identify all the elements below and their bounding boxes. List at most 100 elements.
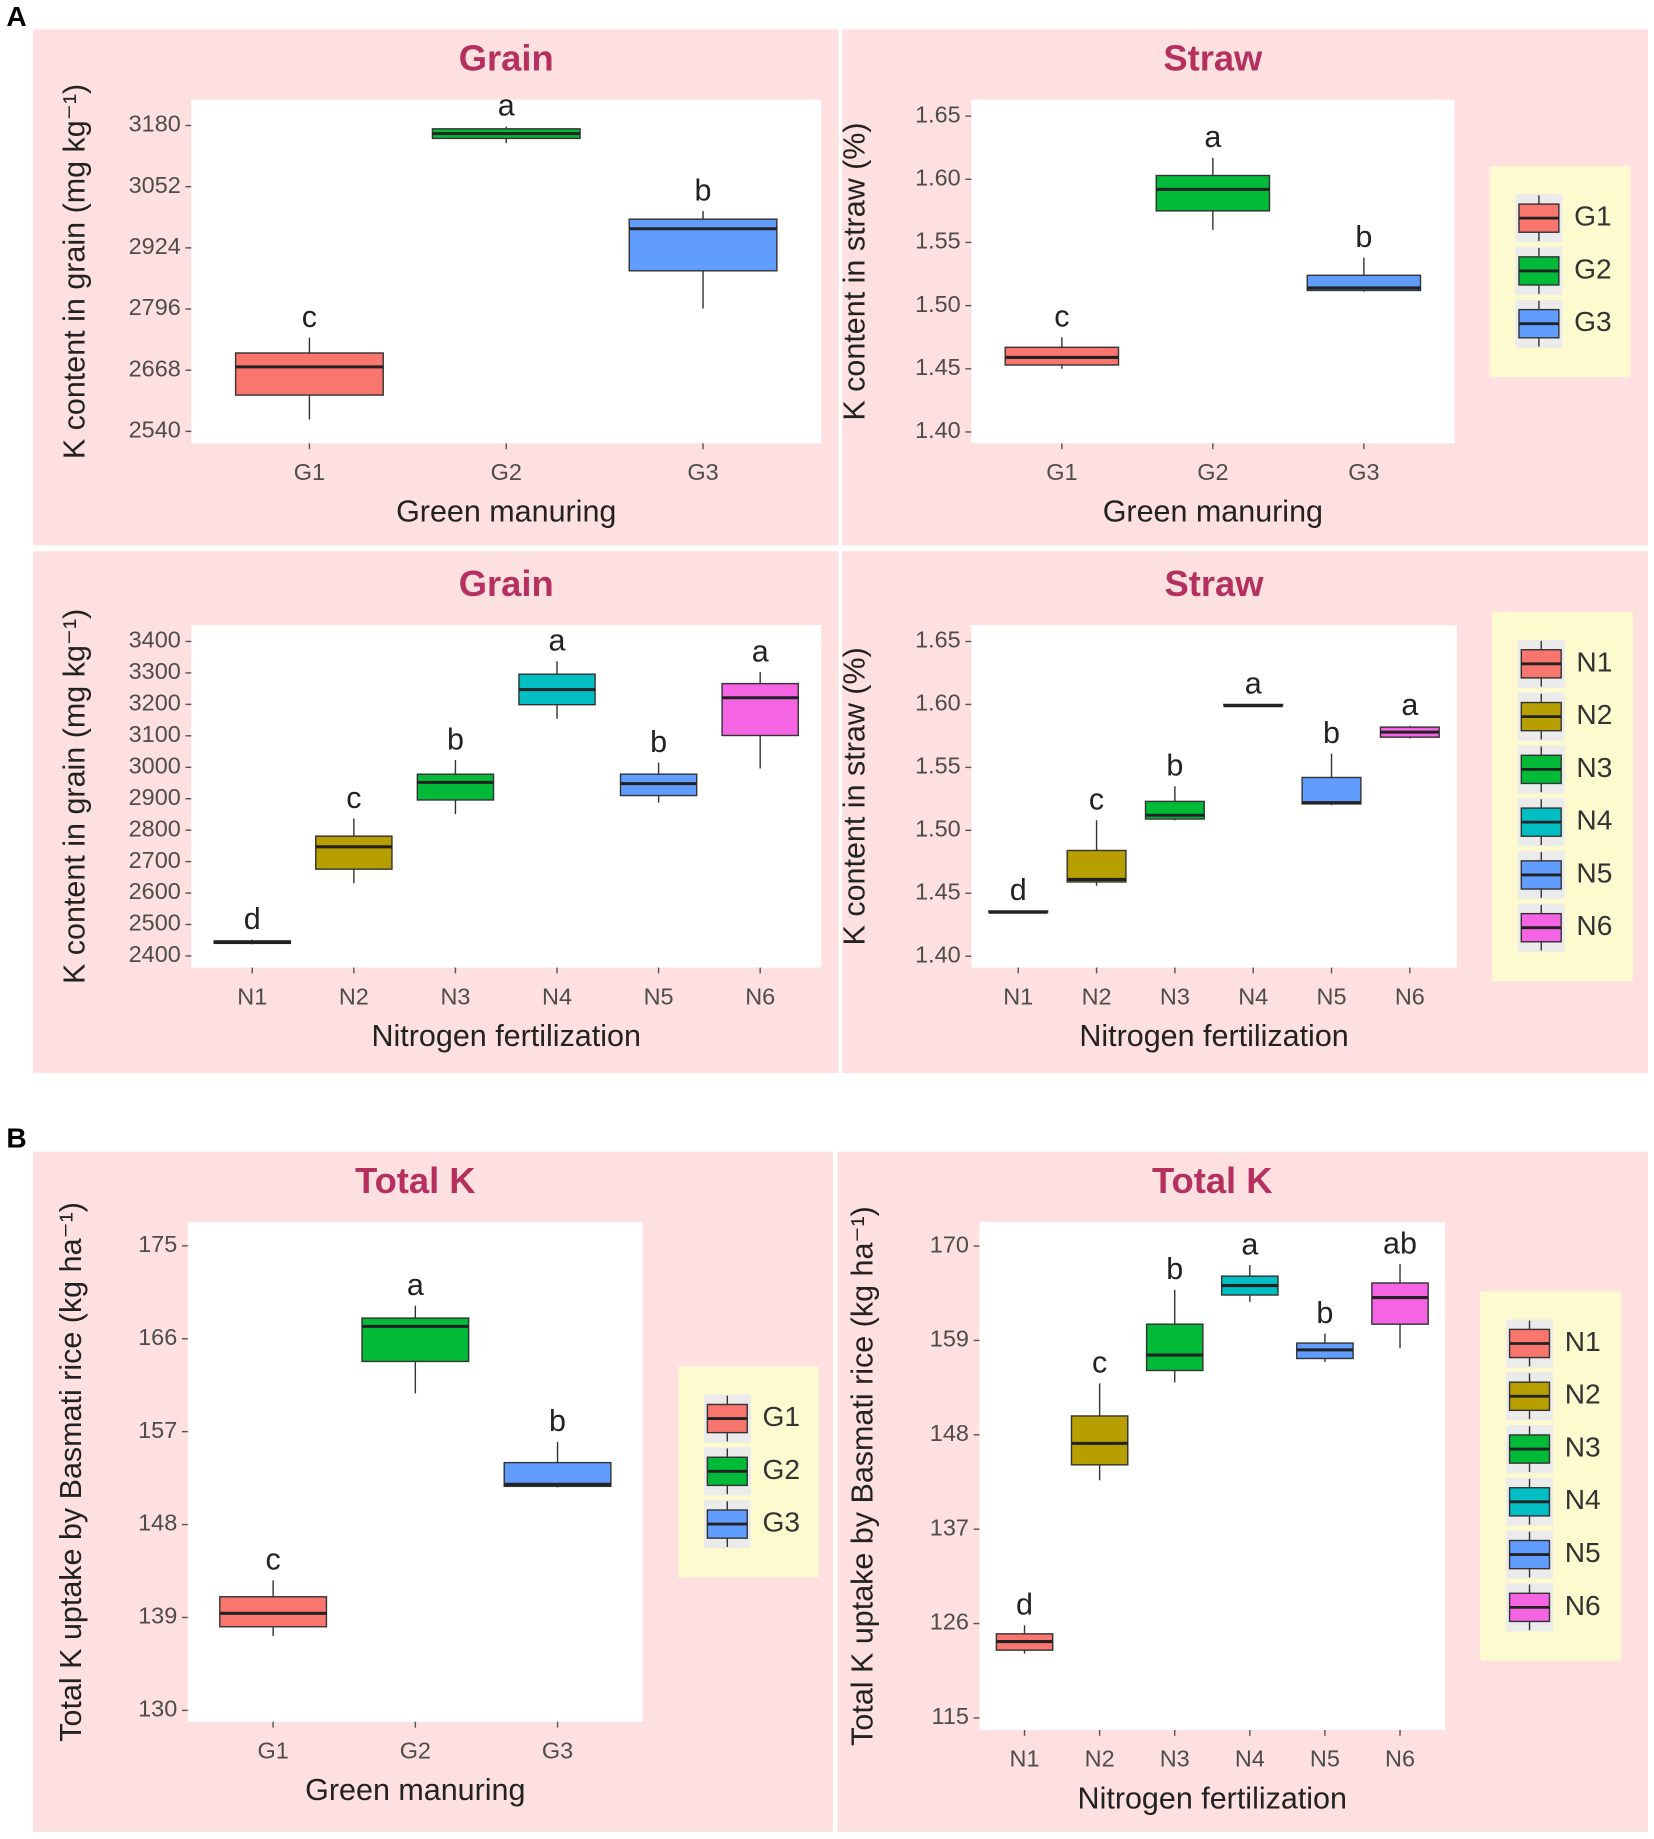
y-tick-label: 126 [930,1609,969,1635]
legend-label: N3 [1576,752,1612,783]
y-tick-label: 2668 [129,355,181,381]
chart-title: Grain [459,38,554,79]
x-tick-label: G1 [1046,459,1077,485]
legend-label: N3 [1565,1431,1601,1462]
x-tick-label: N3 [1160,983,1190,1009]
legend-label: G1 [1574,201,1612,232]
x-tick-label: N2 [1082,983,1112,1009]
y-tick-label: 2924 [129,233,181,259]
x-tick-label: N4 [542,983,572,1009]
box [416,773,495,801]
y-axis-title: K content in grain (mg kg⁻¹) [57,84,91,459]
x-tick-label: N5 [644,983,674,1009]
box [361,1317,470,1363]
letter: a [1204,120,1221,154]
box [628,218,778,272]
x-tick-label: N4 [1238,983,1268,1009]
box [1301,776,1362,805]
box [234,352,384,396]
x-tick-label: G3 [687,459,718,485]
y-tick-label: 139 [138,1603,177,1629]
y-tick-label: 1.40 [915,417,961,443]
legend-label: N1 [1576,646,1612,677]
y-tick-label: 1.45 [915,878,961,904]
legend-label: G1 [762,1401,800,1432]
letter: a [752,634,769,668]
box [1155,174,1271,212]
plot-area [971,625,1457,968]
letter: a [1401,688,1418,722]
y-tick-label: 1.55 [915,753,961,779]
x-tick-label: N5 [1317,983,1347,1009]
y-tick-label: 2796 [129,294,181,320]
letter: c [266,1543,281,1577]
x-axis-title: Nitrogen fertilization [1079,1019,1348,1053]
legend-label: G2 [762,1454,800,1485]
letter: a [498,89,515,123]
box [721,682,799,737]
y-tick-label: 1.40 [915,941,961,967]
letter: d [1010,873,1027,907]
x-tick-label: N6 [1385,1746,1415,1772]
y-tick-label: 166 [138,1324,177,1350]
legend-label: N6 [1565,1590,1601,1621]
y-axis-title: K content in grain (mg kg⁻¹) [57,609,91,984]
panel-label: B [6,1122,26,1153]
letter: b [650,725,667,759]
letter: b [1166,749,1183,783]
x-axis-title: Green manuring [305,1773,525,1807]
letter: c [346,781,361,815]
y-tick-label: 159 [930,1326,969,1352]
x-tick-label: G2 [400,1737,431,1763]
y-tick-label: 3300 [129,658,181,684]
x-tick-label: G3 [1348,459,1379,485]
legend-label: N1 [1565,1326,1601,1357]
y-tick-label: 1.55 [915,228,961,254]
x-tick-label: N3 [440,983,470,1009]
y-axis-title: K content in straw (%) [837,122,871,420]
legend-label: N6 [1576,910,1612,941]
x-tick-label: N2 [1085,1746,1115,1772]
panel-label: A [6,1,26,32]
y-tick-label: 3100 [129,721,181,747]
letter: c [1089,783,1104,817]
x-tick-label: N1 [237,983,267,1009]
box [1371,1282,1429,1325]
letter: b [1316,1296,1333,1330]
y-tick-label: 2500 [129,910,181,936]
box [1145,1323,1204,1372]
plot-area [971,99,1455,444]
y-tick-label: 170 [930,1231,969,1257]
letter: c [1054,299,1069,333]
box [219,1596,328,1628]
letter: b [695,173,712,207]
y-tick-label: 175 [138,1231,177,1257]
y-axis-title: Total K uptake by Basmati rice (kg ha⁻¹) [846,1206,880,1746]
y-tick-label: 115 [932,1703,969,1729]
x-tick-label: N5 [1310,1746,1340,1772]
letter: c [1092,1346,1107,1380]
chart-title: Grain [459,563,554,604]
x-tick-label: N3 [1160,1746,1190,1772]
plot-area [191,625,822,968]
legend-label: N2 [1565,1379,1601,1410]
letter: ab [1383,1226,1417,1260]
legend-label: N4 [1565,1484,1601,1515]
y-tick-label: 1.60 [915,164,961,190]
x-tick-label: N1 [1010,1746,1040,1772]
x-tick-label: G3 [542,1737,573,1763]
y-tick-label: 148 [138,1510,177,1536]
y-tick-label: 2400 [129,941,181,967]
letter: b [1166,1252,1183,1286]
letter: b [447,722,464,756]
box [503,1461,612,1488]
legend-label: G3 [1574,306,1612,337]
x-tick-label: N1 [1003,983,1033,1009]
letter: a [407,1268,424,1302]
x-tick-label: G2 [491,459,522,485]
y-tick-label: 2900 [129,784,181,810]
letter: c [302,300,317,334]
y-tick-label: 3400 [129,627,181,653]
x-tick-label: G1 [294,459,325,485]
